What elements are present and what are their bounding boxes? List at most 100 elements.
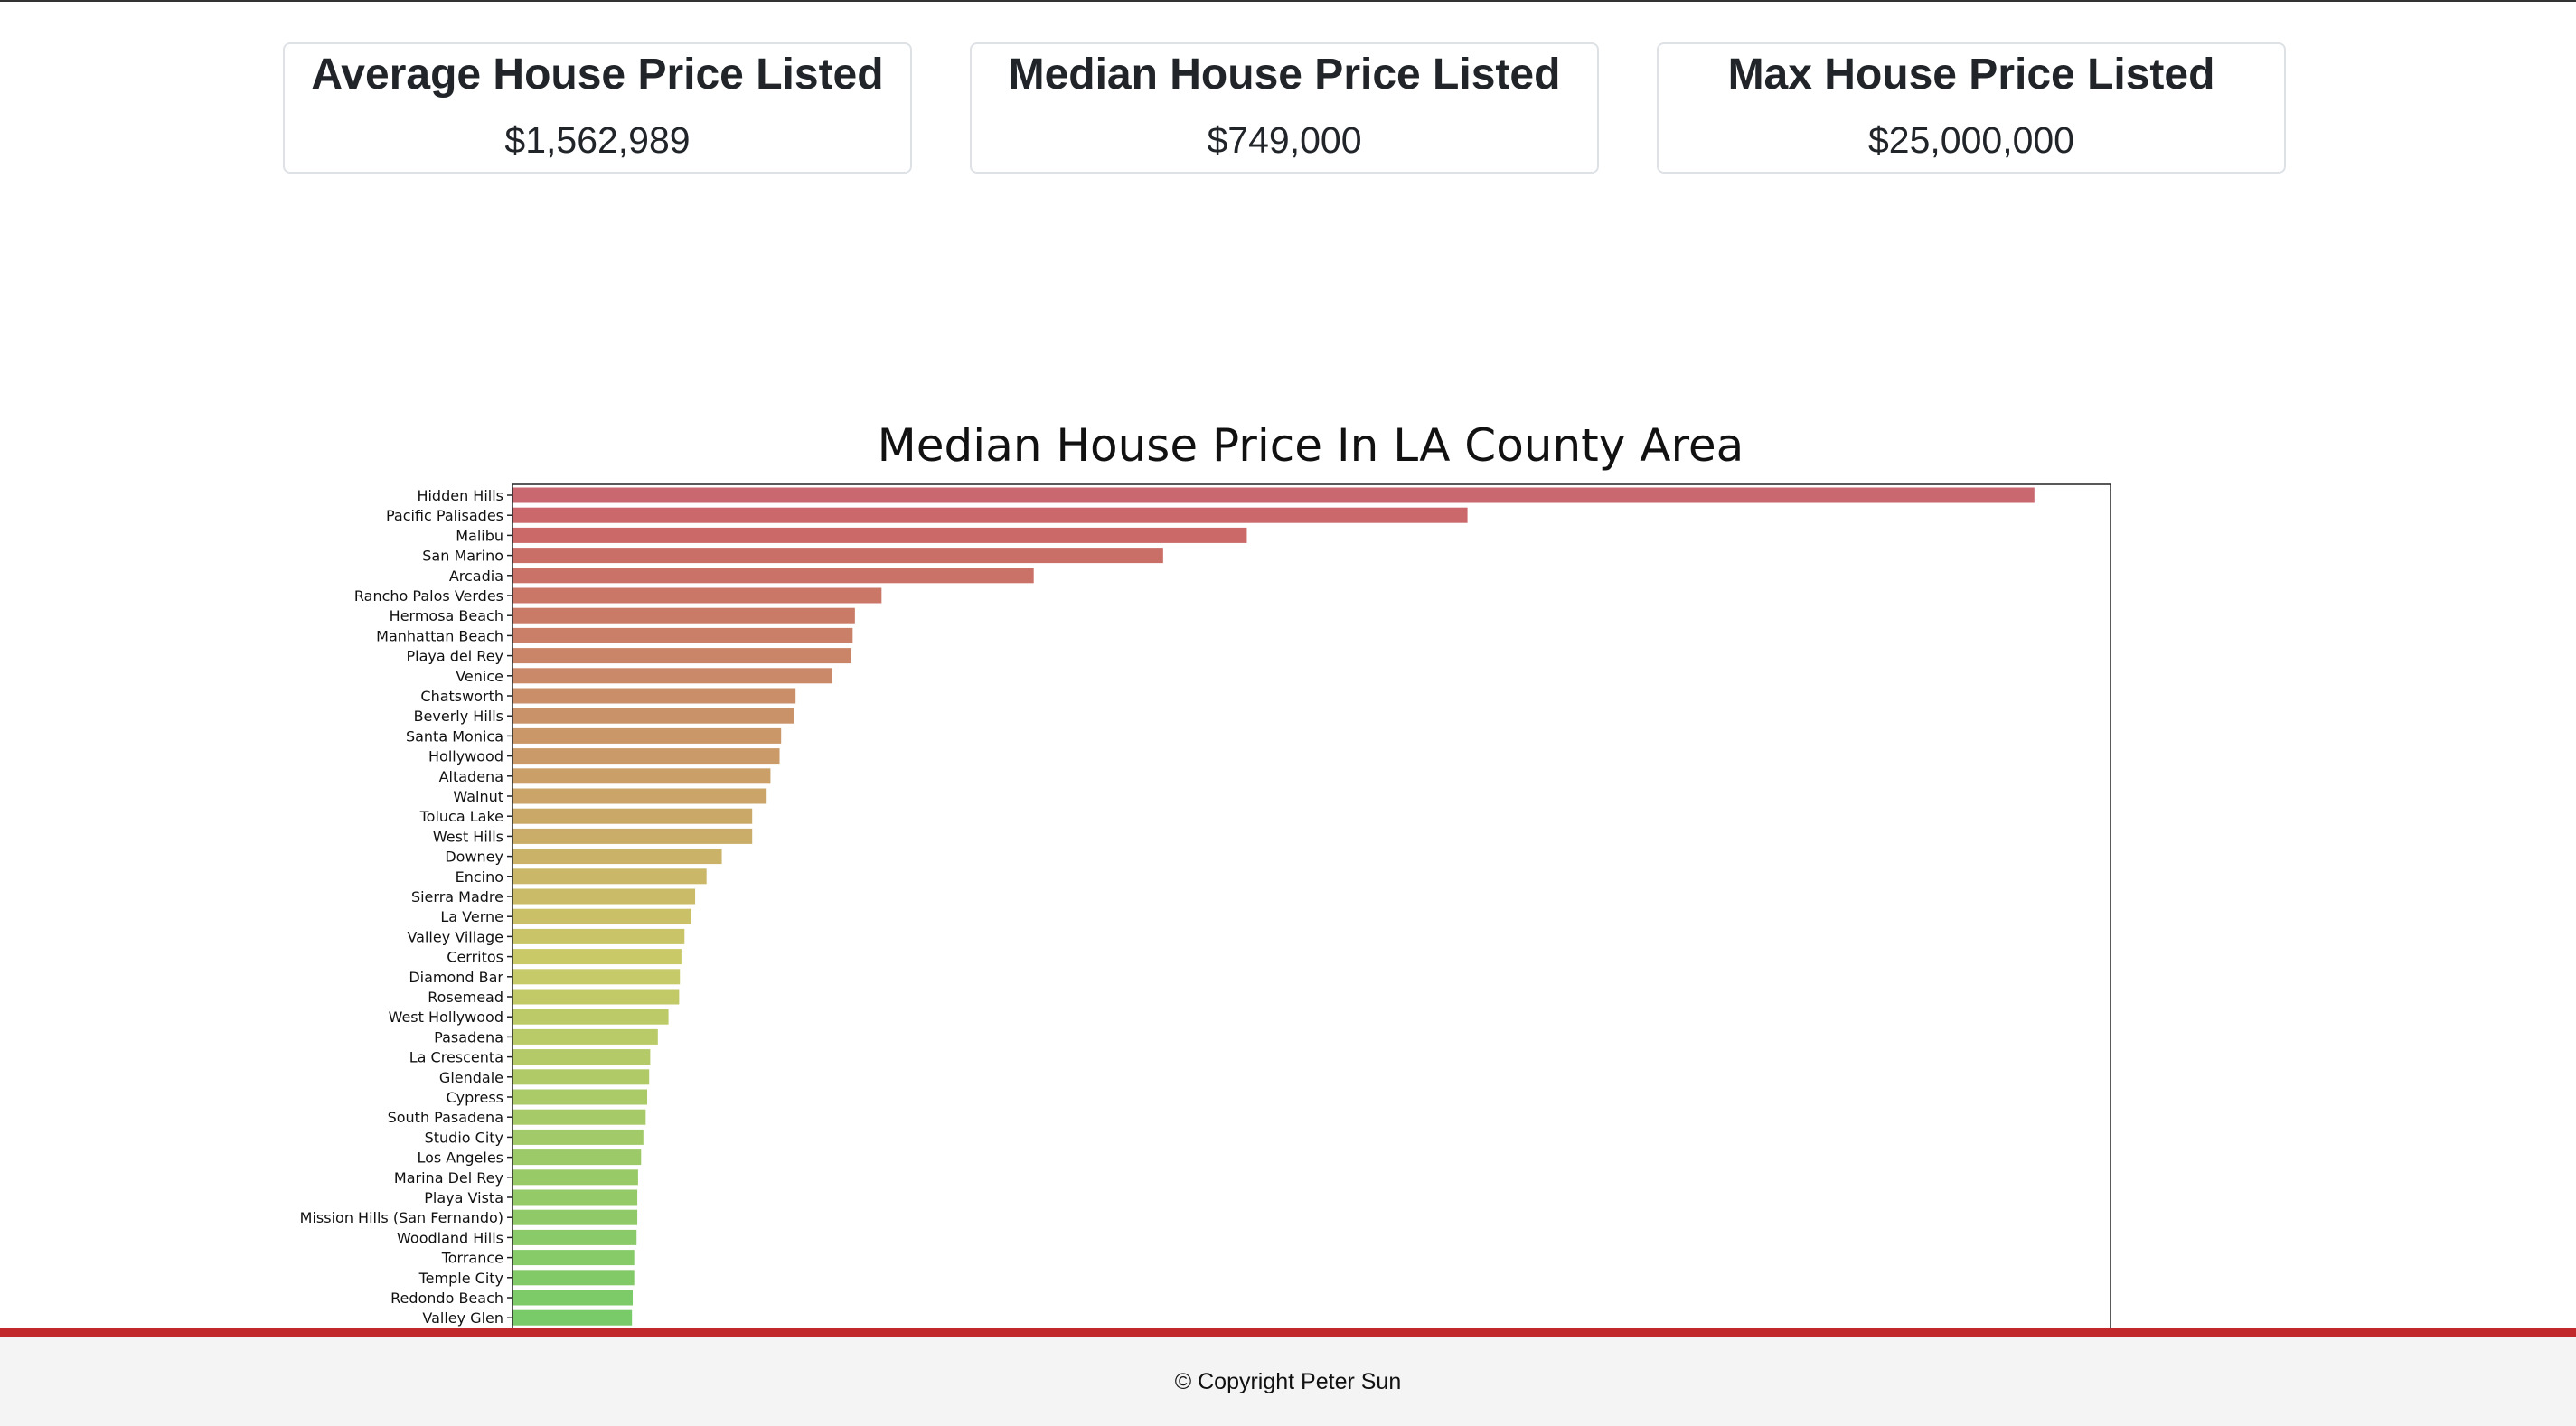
y-tick-label: Manhattan Beach <box>376 627 503 644</box>
chart-title: Median House Price In LA County Area <box>878 425 1744 472</box>
bar-valley-village <box>512 928 685 944</box>
bar-arcadia <box>512 568 1034 584</box>
y-tick-label: Sierra Madre <box>411 888 503 905</box>
y-tick-label: West Hollywood <box>389 1009 503 1026</box>
bar-west-hills <box>512 828 753 844</box>
y-tick-label: Redondo Beach <box>390 1290 503 1307</box>
bar-mission-hills-san-fernando <box>512 1209 638 1225</box>
bar-glendale <box>512 1069 650 1085</box>
bar-sierra-madre <box>512 888 696 905</box>
bar-marina-del-rey <box>512 1169 638 1186</box>
bar-rosemead <box>512 989 680 1005</box>
y-tick-label: Santa Monica <box>406 727 503 745</box>
average-price-value: $1,562,989 <box>504 119 691 161</box>
y-tick-label: Cerritos <box>447 949 503 966</box>
bar-san-marino <box>512 548 1163 564</box>
bar-west-hollywood <box>512 1009 669 1025</box>
bar-encino <box>512 868 707 885</box>
bar-los-angeles <box>512 1149 642 1166</box>
bar-woodland-hills <box>512 1229 637 1245</box>
y-tick-label: Venice <box>456 668 503 685</box>
median-price-chart: Median House Price In LA County Area Hid… <box>0 425 2576 1328</box>
bar-studio-city <box>512 1129 644 1145</box>
bar-cerritos <box>512 949 682 965</box>
bar-venice <box>512 668 832 684</box>
bar-pasadena <box>512 1028 658 1045</box>
y-tick-label: Studio City <box>425 1129 503 1146</box>
bar-playa-vista <box>512 1189 638 1206</box>
bar-hidden-hills <box>512 487 2035 503</box>
bar-hollywood <box>512 748 780 765</box>
bar-hermosa-beach <box>512 607 855 624</box>
bar-playa-del-rey <box>512 648 851 664</box>
bar-pacific-palisades <box>512 507 1468 523</box>
y-tick-label: Los Angeles <box>417 1149 503 1167</box>
y-tick-label: Glendale <box>439 1069 503 1086</box>
y-tick-label: La Crescenta <box>409 1049 503 1066</box>
bar-torrance <box>512 1250 635 1266</box>
y-tick-label: Malibu <box>456 527 503 544</box>
y-tick-label: Playa del Rey <box>407 648 504 665</box>
y-tick-label: Toluca Lake <box>419 808 503 825</box>
bar-la-crescenta <box>512 1049 651 1065</box>
y-tick-label: Pasadena <box>434 1028 503 1046</box>
bar-diamond-bar <box>512 969 681 985</box>
max-price-card: Max House Price Listed $25,000,000 <box>1657 42 2286 174</box>
y-tick-label: Walnut <box>453 788 503 805</box>
plot-frame <box>512 483 2111 1328</box>
top-divider <box>0 0 2576 2</box>
y-tick-label: Downey <box>445 849 503 866</box>
bar-malibu <box>512 527 1247 543</box>
bars-group <box>512 487 2035 1326</box>
labels-group: Hidden Hills Pacific Palisades Malibu San M… <box>300 487 504 1327</box>
y-tick-label: Temple City <box>418 1270 503 1287</box>
y-tick-label: Pacific Palisades <box>386 507 503 524</box>
average-price-card: Average House Price Listed $1,562,989 <box>283 42 912 174</box>
y-tick-label: Diamond Bar <box>409 969 503 986</box>
y-tick-label: Hollywood <box>428 748 503 765</box>
y-tick-label: San Marino <box>422 548 503 565</box>
bar-walnut <box>512 788 767 804</box>
bar-downey <box>512 849 722 865</box>
y-tick-label: Chatsworth <box>420 688 503 705</box>
max-price-title: Max House Price Listed <box>1727 51 2215 99</box>
y-tick-label: Arcadia <box>449 568 503 585</box>
y-tick-label: West Hills <box>433 828 503 845</box>
bar-cypress <box>512 1089 648 1105</box>
footer-accent-bar <box>0 1328 2576 1337</box>
footer: © Copyright Peter Sun <box>0 1337 2576 1426</box>
y-tick-label: Valley Village <box>407 928 503 945</box>
bar-altadena <box>512 768 771 784</box>
bar-chatsworth <box>512 688 796 704</box>
bar-beverly-hills <box>512 708 794 724</box>
y-tick-label: Hidden Hills <box>417 487 503 504</box>
y-tick-label: Torrance <box>441 1250 503 1267</box>
y-tick-label: Playa Vista <box>424 1189 503 1206</box>
y-tick-label: Valley Glen <box>422 1309 503 1327</box>
y-tick-label: Beverly Hills <box>414 708 503 725</box>
bar-santa-monica <box>512 727 782 744</box>
y-tick-label: La Verne <box>440 908 503 925</box>
bar-south-pasadena <box>512 1109 646 1125</box>
bar-toluca-lake <box>512 808 753 824</box>
chart-svg: Median House Price In LA County Area Hid… <box>300 425 2111 1328</box>
y-tick-label: Mission Hills (San Fernando) <box>300 1209 503 1226</box>
y-tick-label: Altadena <box>439 768 503 785</box>
y-tick-label: Woodland Hills <box>397 1229 503 1246</box>
ticks-group <box>507 494 512 1318</box>
bar-temple-city <box>512 1270 635 1286</box>
bar-rancho-palos-verdes <box>512 587 882 604</box>
copyright-text: © Copyright Peter Sun <box>1174 1369 1402 1394</box>
bar-manhattan-beach <box>512 627 853 643</box>
y-tick-label: Rosemead <box>428 989 503 1006</box>
median-price-value: $749,000 <box>1207 119 1362 161</box>
y-tick-label: Marina Del Rey <box>394 1169 503 1187</box>
bar-valley-glen <box>512 1309 633 1326</box>
y-tick-label: Cypress <box>446 1089 503 1106</box>
y-tick-label: Rancho Palos Verdes <box>354 587 503 605</box>
y-tick-label: Encino <box>456 868 503 886</box>
y-tick-label: South Pasadena <box>388 1109 503 1126</box>
bar-la-verne <box>512 908 691 924</box>
median-price-card: Median House Price Listed $749,000 <box>970 42 1599 174</box>
median-price-title: Median House Price Listed <box>1008 51 1561 99</box>
